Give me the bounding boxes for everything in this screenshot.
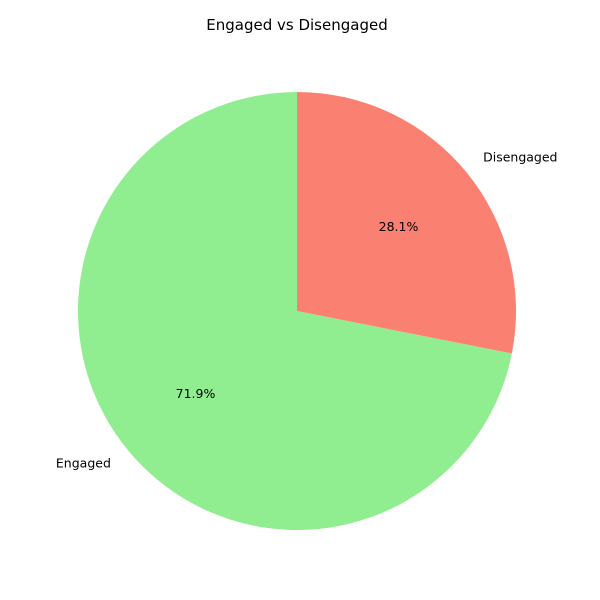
slice-label-engaged: Engaged (56, 455, 111, 470)
chart-title: Engaged vs Disengaged (206, 16, 387, 34)
pie-slice-disengaged (297, 92, 516, 354)
slice-label-disengaged: Disengaged (483, 150, 557, 165)
pie-slice-engaged (77, 92, 512, 530)
slice-percent-engaged: 71.9% (176, 386, 216, 401)
pie-labels: Engaged 71.9% Disengaged 28.1% (56, 150, 558, 471)
pie-slices (77, 92, 516, 530)
slice-percent-disengaged: 28.1% (379, 219, 419, 234)
